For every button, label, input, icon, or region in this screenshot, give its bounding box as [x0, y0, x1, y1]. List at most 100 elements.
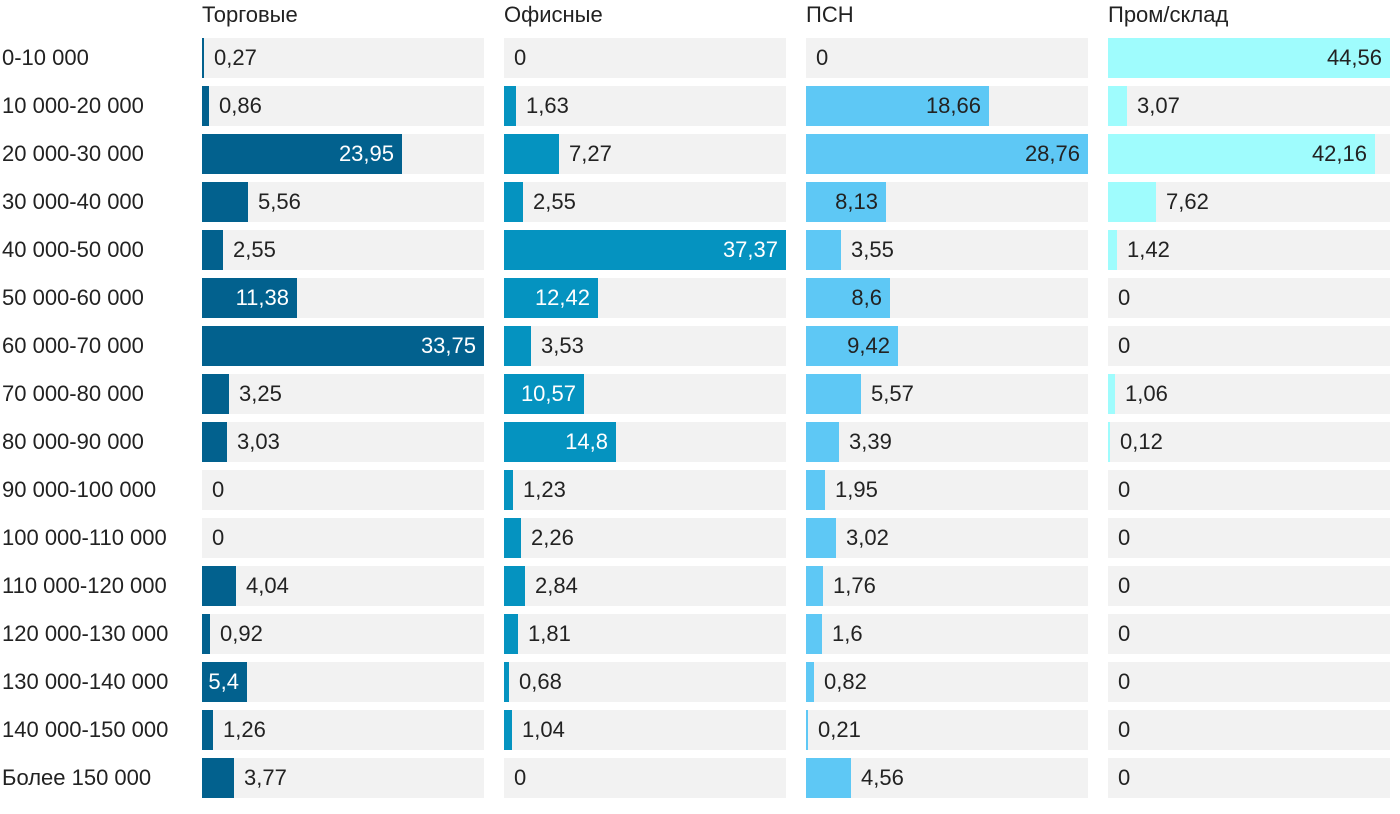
bar-track: 1,06 [1108, 374, 1390, 414]
bar-track: 1,42 [1108, 230, 1390, 270]
bar [806, 278, 890, 318]
bar [504, 326, 531, 366]
value-label: 8,13 [835, 189, 878, 214]
bar-track: 0 [1108, 614, 1390, 654]
value-label: 0,68 [519, 669, 562, 694]
value-label: 3,53 [541, 333, 584, 358]
bar [806, 86, 989, 126]
category-label: 30 000-40 000 [2, 189, 144, 214]
category-label: 100 000-110 000 [2, 525, 167, 550]
value-label: 0 [212, 477, 225, 502]
bar [806, 758, 851, 798]
bar-track: 1,81 [504, 614, 786, 654]
bar [504, 278, 598, 318]
bar [202, 614, 210, 654]
bar-track: 3,53 [504, 326, 786, 366]
bar-track: 3,02 [806, 518, 1088, 558]
bar [1108, 422, 1110, 462]
value-label: 0 [1118, 333, 1131, 358]
category-label: 0-10 000 [2, 45, 89, 70]
bar-track: 0 [504, 758, 786, 798]
panel-title: Торговые [202, 2, 298, 27]
bar [806, 326, 898, 366]
bar [806, 518, 836, 558]
value-label: 1,81 [528, 621, 571, 646]
bar-track: 8,6 [806, 278, 1088, 318]
bar-track: 0,27 [202, 38, 484, 78]
value-label: 12,42 [534, 285, 590, 310]
bar-track: 3,39 [806, 422, 1088, 462]
value-label: 14,8 [565, 429, 608, 454]
bar-track: 2,55 [202, 230, 484, 270]
value-label: 0,21 [818, 717, 861, 742]
bar-track: 5,56 [202, 182, 484, 222]
bar [202, 422, 227, 462]
value-label: 44,56 [1326, 45, 1382, 70]
bar-track: 9,42 [806, 326, 1088, 366]
value-label: 0 [816, 45, 829, 70]
bar [202, 38, 204, 78]
category-label: 140 000-150 000 [2, 717, 169, 742]
bar-track: 1,76 [806, 566, 1088, 606]
bar-track: 18,66 [806, 86, 1088, 126]
value-label: 37,37 [722, 237, 778, 262]
value-label: 4,04 [246, 573, 289, 598]
value-label: 0,82 [824, 669, 867, 694]
category-label: 10 000-20 000 [2, 93, 144, 118]
bar [806, 374, 861, 414]
bar [806, 566, 823, 606]
category-label: 20 000-30 000 [2, 141, 144, 166]
value-label: 0 [1118, 525, 1131, 550]
bar-track: 42,16 [1108, 134, 1390, 174]
value-label: 1,06 [1125, 381, 1168, 406]
bar [504, 614, 518, 654]
bar-track: 2,55 [504, 182, 786, 222]
value-label: 1,04 [522, 717, 565, 742]
category-label: 40 000-50 000 [2, 237, 144, 262]
value-label: 2,26 [531, 525, 574, 550]
value-label: 5,56 [258, 189, 301, 214]
bar-track: 1,95 [806, 470, 1088, 510]
bar-track: 0 [202, 518, 484, 558]
bar [1108, 38, 1390, 78]
bar [806, 662, 814, 702]
bar-track: 7,62 [1108, 182, 1390, 222]
bar-track: 8,13 [806, 182, 1088, 222]
bar-track: 1,26 [202, 710, 484, 750]
bar [504, 134, 559, 174]
value-label: 1,6 [832, 621, 863, 646]
bar-track: 0,12 [1108, 422, 1390, 462]
bar [504, 422, 616, 462]
panel-title: Пром/склад [1108, 2, 1229, 27]
value-label: 0 [1118, 669, 1131, 694]
bar-track: 5,57 [806, 374, 1088, 414]
value-label: 23,95 [338, 141, 394, 166]
bar-track: 4,04 [202, 566, 484, 606]
bar-track: 10,57 [504, 374, 786, 414]
bar [202, 662, 247, 702]
bar [202, 278, 297, 318]
bar [202, 374, 229, 414]
value-label: 3,77 [244, 765, 287, 790]
bar [202, 326, 484, 366]
panel-title: ПСН [806, 2, 854, 27]
bar-track: 0,82 [806, 662, 1088, 702]
value-label: 0 [1118, 717, 1131, 742]
value-label: 0 [1118, 765, 1131, 790]
bar [202, 134, 402, 174]
bar [504, 374, 584, 414]
value-label: 0,27 [214, 45, 257, 70]
bar-track: 0,86 [202, 86, 484, 126]
value-label: 0 [514, 45, 527, 70]
bar-track: 1,6 [806, 614, 1088, 654]
bar [504, 182, 523, 222]
bar-track: 0,21 [806, 710, 1088, 750]
bar-track: 0 [1108, 566, 1390, 606]
bar-track: 0 [1108, 710, 1390, 750]
value-label: 10,57 [520, 381, 576, 406]
bar [202, 182, 248, 222]
value-label: 5,57 [871, 381, 914, 406]
bar-track: 37,37 [504, 230, 786, 270]
value-label: 3,07 [1137, 93, 1180, 118]
bar [504, 86, 516, 126]
